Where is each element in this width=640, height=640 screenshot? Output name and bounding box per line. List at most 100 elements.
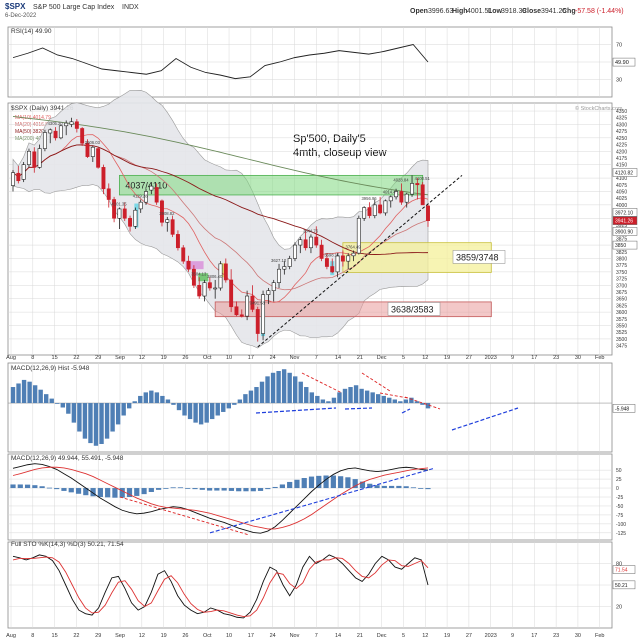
macd-hist-bar <box>182 403 187 416</box>
x-tick-label: 5 <box>402 355 405 361</box>
macd-bar <box>425 488 431 490</box>
macd-hist-value-label: -5.948 <box>615 406 629 412</box>
macd-hist-bar <box>315 395 320 404</box>
macd-hist-bar <box>71 403 77 423</box>
price-tick-label: 3575 <box>616 317 627 323</box>
candle-body <box>53 130 58 139</box>
candle-body <box>271 282 276 291</box>
macd-hist-bar <box>387 397 392 404</box>
macd-bar <box>10 484 16 489</box>
high-label: High <box>452 8 468 15</box>
ma-200-line <box>12 115 429 196</box>
macd-hist-bar <box>281 369 287 404</box>
candle-label: 3806.40 <box>207 274 223 279</box>
stoch-d-tag <box>612 565 636 574</box>
macd-bar <box>243 488 249 492</box>
candle-body <box>372 204 377 216</box>
candle-body <box>32 151 37 168</box>
marker-box-yellow <box>220 263 227 278</box>
price-tick-label: 3550 <box>616 324 627 330</box>
price-tick-label: 3725 <box>616 277 627 283</box>
macd-hist-bar <box>309 392 314 404</box>
macd-hist-bar <box>320 399 326 404</box>
x-tick-label: 10 <box>226 633 232 639</box>
x-tick-label: 5 <box>402 633 405 639</box>
macd-hist-bar <box>88 403 93 444</box>
price-tick-label: 4175 <box>616 156 627 162</box>
trend-line-blue <box>255 407 337 414</box>
open-value: 3996.63 <box>428 8 453 15</box>
rsi-title: RSI(14) 49.90 <box>11 28 52 35</box>
candle-body <box>122 208 127 219</box>
price-tick-label: 4250 <box>616 136 627 142</box>
candle-body <box>80 128 85 144</box>
x-tick-label: Dec <box>377 633 387 639</box>
x-tick-label: 22 <box>73 355 79 361</box>
macd-hist-bar <box>348 387 353 404</box>
x-tick-label: 22 <box>73 633 79 639</box>
price-tick-label: 4150 <box>616 163 627 169</box>
macd-bar <box>24 484 31 489</box>
x-tick-label: 12 <box>139 633 145 639</box>
price-tick-label: 3475 <box>616 344 627 350</box>
macd-hist-bar <box>204 403 209 423</box>
macd-hist-bar <box>210 403 215 420</box>
candle-body <box>330 266 335 273</box>
macd-tick-label: -25 <box>616 495 623 501</box>
macd-hist-bar <box>376 394 381 404</box>
candle-body <box>367 207 372 216</box>
candle-label: 3698.15 <box>324 252 340 257</box>
price-tick-label: 4350 <box>616 109 627 115</box>
macd-bar <box>177 487 184 489</box>
macd-bar <box>250 488 256 492</box>
macd-bar <box>257 488 264 491</box>
macd-tick-label: -50 <box>616 504 623 510</box>
price-tick-label: 3700 <box>616 283 627 289</box>
stoch-tick-label: 20 <box>616 605 622 611</box>
candle-body <box>420 184 425 206</box>
macd-bar <box>374 485 380 489</box>
macd-hist-bar <box>60 403 65 408</box>
candle-body <box>250 295 255 310</box>
x-tick-label: 10 <box>226 355 232 361</box>
candle-label: 3584.13 <box>191 271 207 276</box>
candle-body <box>388 196 393 202</box>
macd-hist-bar <box>270 372 276 404</box>
price-tag <box>612 208 638 217</box>
x-tick-label: 17 <box>248 355 254 361</box>
x-tick-label: 19 <box>444 633 450 639</box>
macd-bar <box>352 479 358 489</box>
x-tick-label: 26 <box>182 633 188 639</box>
macd-title: MACD(12,26,9) 49.944, 55.491, -5.948 <box>11 455 124 462</box>
macd-bar <box>68 488 74 493</box>
divergence-line-red <box>361 372 391 392</box>
macd-hist-bar <box>49 398 54 404</box>
macd-hist-bar <box>171 403 176 405</box>
candle-body <box>42 132 47 149</box>
candle-body <box>298 239 303 246</box>
macd-bar <box>61 488 67 491</box>
macd-hist-bar <box>370 392 375 404</box>
candle-body <box>160 200 164 223</box>
candle-body <box>58 125 63 139</box>
macd-bar <box>236 488 242 492</box>
candle-body <box>90 146 95 157</box>
macd-hist-bar <box>254 387 259 404</box>
macd-hist-bar <box>149 390 154 404</box>
candle-body <box>16 172 21 182</box>
macd-bar <box>359 481 366 489</box>
candle-body <box>324 258 329 267</box>
macd-bar <box>338 476 344 489</box>
candle-body <box>346 255 351 262</box>
price-tick-label: 4225 <box>616 143 627 149</box>
price-tag-label: 3900.90 <box>615 229 633 235</box>
macd-hist-bar <box>77 403 82 432</box>
candle-body <box>144 191 148 203</box>
candle-label: 3644.76 <box>303 228 319 233</box>
price-tick-label: 3750 <box>616 270 627 276</box>
marker-box-green <box>198 273 209 282</box>
macd-hist-bar <box>381 395 386 404</box>
price-tick-label: 3525 <box>616 330 627 336</box>
price-tick-label: 4325 <box>616 116 627 122</box>
macd-hist-bar <box>215 403 220 416</box>
